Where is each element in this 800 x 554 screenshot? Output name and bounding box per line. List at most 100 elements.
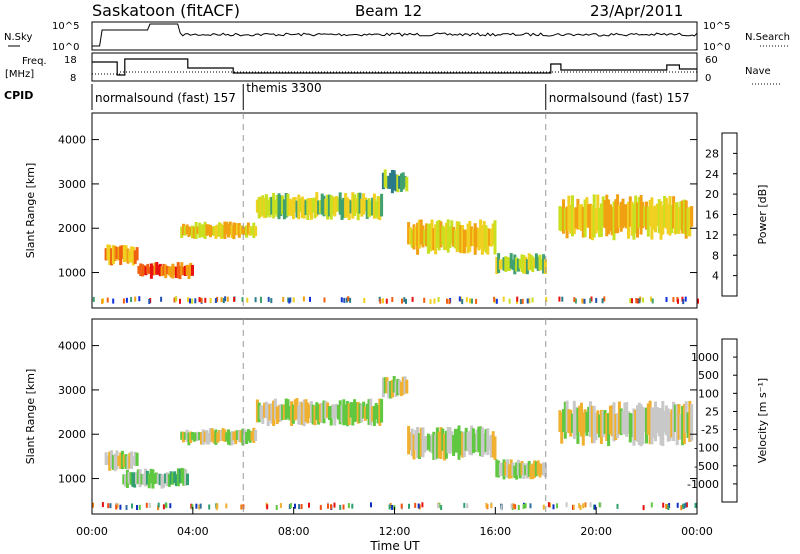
ground-echo bbox=[418, 504, 421, 510]
echo-cell bbox=[498, 462, 502, 476]
echo-cell bbox=[263, 402, 267, 418]
ground-echo bbox=[370, 502, 372, 508]
echo-cell bbox=[408, 432, 412, 451]
ground-echo bbox=[583, 298, 586, 304]
echo-cell bbox=[455, 221, 459, 253]
echo-cell bbox=[513, 254, 517, 275]
echo-cell bbox=[322, 195, 326, 217]
echo-cell bbox=[335, 403, 339, 418]
y-axis-title: Slant Range [km] bbox=[24, 163, 37, 259]
echo-cell bbox=[183, 226, 187, 236]
ground-echo bbox=[333, 502, 336, 508]
ground-echo bbox=[208, 504, 211, 510]
echo-cell bbox=[407, 425, 411, 455]
echo-cell bbox=[540, 258, 544, 271]
echo-cell bbox=[302, 399, 306, 427]
echo-cell bbox=[502, 459, 506, 480]
echo-cell bbox=[104, 248, 108, 261]
echo-cell bbox=[682, 199, 686, 234]
x-tick-label: 04:00 bbox=[177, 525, 209, 538]
ground-echo bbox=[574, 298, 577, 304]
echo-cell bbox=[623, 204, 627, 227]
ground-echo bbox=[500, 505, 503, 511]
ground-echo bbox=[665, 503, 668, 509]
echo-cell bbox=[426, 223, 430, 254]
echo-cell bbox=[580, 204, 583, 231]
echo-cell bbox=[272, 400, 276, 426]
echo-cell bbox=[133, 472, 137, 488]
echo-cell bbox=[329, 195, 333, 220]
echo-cell bbox=[681, 200, 685, 234]
echo-cell bbox=[466, 432, 470, 452]
echo-cell bbox=[191, 432, 194, 440]
echo-cell bbox=[628, 412, 632, 443]
echo-cell bbox=[619, 201, 623, 232]
echo-cell bbox=[165, 472, 169, 486]
echo-cell bbox=[466, 223, 470, 254]
echo-cell bbox=[155, 472, 158, 484]
echo-cell bbox=[515, 257, 519, 272]
echo-cell bbox=[104, 452, 108, 465]
echo-cell bbox=[367, 198, 371, 218]
echo-cell bbox=[196, 226, 200, 235]
echo-cell bbox=[583, 199, 587, 238]
echo-cell bbox=[227, 429, 230, 445]
echo-cell bbox=[473, 433, 477, 452]
echo-cell bbox=[491, 431, 495, 458]
ground-echo bbox=[266, 504, 269, 510]
echo-cell bbox=[207, 224, 211, 236]
echo-cell bbox=[542, 462, 546, 476]
echo-cell bbox=[210, 226, 214, 235]
echo-cell bbox=[273, 398, 277, 420]
echo-cell bbox=[309, 401, 313, 424]
ground-echo bbox=[275, 505, 278, 510]
echo-cell bbox=[569, 204, 573, 234]
echo-cell bbox=[659, 201, 663, 240]
echo-cell bbox=[327, 194, 331, 217]
echo-cell bbox=[264, 401, 268, 419]
echo-cell bbox=[182, 223, 185, 236]
x-tick-label: 08:00 bbox=[278, 525, 310, 538]
echo-cell bbox=[387, 381, 391, 399]
ground-echo bbox=[682, 299, 685, 305]
nsky-panel: N.Sky 10^5 10^0 N.Search 10^5 10^0 bbox=[4, 21, 790, 53]
echo-cell bbox=[187, 264, 191, 279]
ground-echo bbox=[363, 298, 366, 303]
echo-cell bbox=[353, 194, 357, 216]
echo-cell bbox=[648, 400, 652, 445]
ground-echo bbox=[382, 298, 384, 304]
ground-echo bbox=[342, 504, 345, 510]
ground-echo bbox=[403, 297, 406, 303]
ground-echo bbox=[294, 503, 296, 509]
echo-cell bbox=[196, 431, 200, 441]
echo-cell bbox=[275, 195, 279, 217]
echo-cell bbox=[630, 201, 634, 236]
echo-cell bbox=[444, 430, 448, 459]
echo-cell bbox=[457, 425, 461, 460]
echo-cell bbox=[198, 222, 202, 238]
ground-echo bbox=[339, 504, 342, 510]
echo-cell bbox=[336, 405, 340, 420]
echo-cell bbox=[225, 432, 229, 442]
ground-echo bbox=[677, 298, 679, 304]
ground-echo bbox=[631, 298, 633, 304]
x-tick-label: 00:00 bbox=[681, 525, 713, 538]
echo-cell bbox=[387, 175, 391, 189]
ground-echo bbox=[676, 502, 679, 508]
freq-tick-bottom: 8 bbox=[70, 73, 76, 84]
echo-cell bbox=[119, 452, 123, 469]
echo-cell bbox=[214, 225, 218, 239]
echo-cell bbox=[214, 429, 218, 445]
echo-cell bbox=[435, 427, 439, 459]
echo-cell bbox=[158, 473, 162, 486]
echo-cell bbox=[243, 429, 247, 444]
echo-cell bbox=[354, 402, 358, 422]
echo-cell bbox=[299, 401, 303, 425]
echo-cell bbox=[488, 436, 492, 451]
echo-cell bbox=[408, 227, 412, 245]
echo-cell bbox=[534, 461, 538, 477]
nave-trace bbox=[92, 71, 697, 75]
echo-cell bbox=[142, 265, 146, 276]
echo-cell bbox=[246, 222, 250, 235]
echo-cell bbox=[612, 201, 616, 241]
